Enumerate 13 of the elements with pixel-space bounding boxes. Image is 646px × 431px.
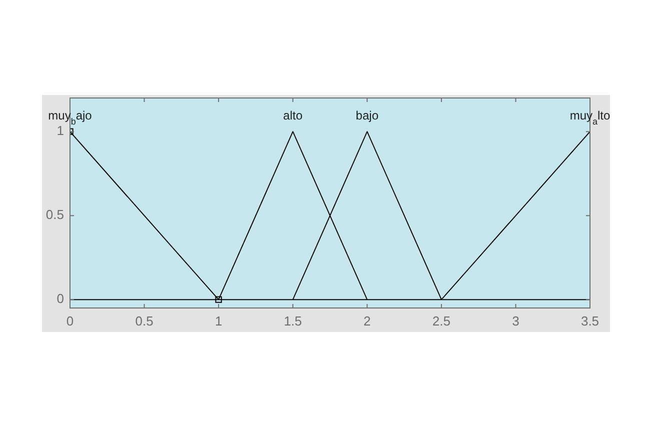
- x-tick-label: 2.5: [432, 313, 450, 328]
- y-tick-label: 1: [56, 123, 64, 138]
- series-label: bajo: [356, 108, 379, 123]
- x-tick-label: 0: [66, 313, 74, 328]
- x-tick-label: 0.5: [135, 313, 154, 328]
- x-tick-label: 3: [512, 313, 520, 328]
- x-tick-label: 1: [214, 313, 222, 328]
- y-tick-label: 0.5: [46, 207, 64, 222]
- y-tick-label: 0: [56, 291, 64, 306]
- series-label: alto: [283, 108, 303, 123]
- x-tick-label: 1.5: [284, 313, 302, 328]
- x-tick-label: 3.5: [580, 313, 600, 328]
- x-tick-label: 2: [364, 313, 371, 328]
